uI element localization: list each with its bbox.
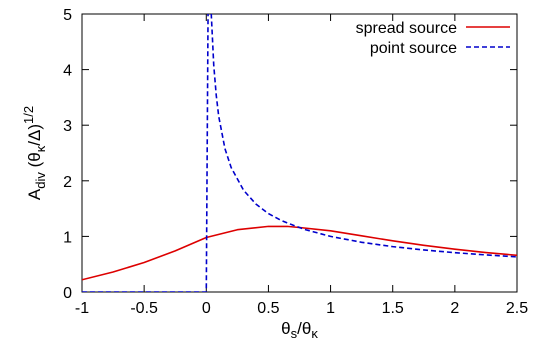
legend-label: point source: [370, 40, 457, 57]
legend-label: spread source: [356, 20, 457, 37]
plot-frame: [81, 13, 518, 293]
axes: -1 -0.5 0 0.5 1 1.5 2 2.5 0 1 2 3 4 5: [63, 7, 528, 317]
x-tick-label: 2: [450, 300, 459, 317]
y-tick-label: 1: [63, 229, 72, 246]
y-axis-label: Adiv (θκ/Δ)1/2: [21, 106, 48, 200]
x-tick-label: -1: [75, 300, 89, 317]
y-tick-label: 4: [63, 63, 72, 80]
x-tick-label: 0: [202, 300, 211, 317]
x-tick-label: -0.5: [130, 300, 158, 317]
axis-labels: θs/θκ Adiv (θκ/Δ)1/2: [21, 106, 318, 341]
x-axis-label: θs/θκ: [281, 319, 318, 341]
x-tick-label: 2.5: [506, 300, 528, 317]
y-tick-label: 2: [63, 174, 72, 191]
y-axis-label-group: Adiv (θκ/Δ)1/2: [21, 106, 48, 200]
series-layer: [82, 14, 517, 292]
y-tick-label: 0: [63, 285, 72, 302]
x-tick-label: 1: [326, 300, 335, 317]
legend: spread source point source: [356, 20, 510, 57]
y-tick-label: 5: [63, 7, 72, 24]
series-line-spread-source: [82, 225, 517, 281]
x-tick-label: 0.5: [257, 300, 279, 317]
x-tick-label: 1.5: [382, 300, 404, 317]
y-tick-label: 3: [63, 118, 72, 135]
